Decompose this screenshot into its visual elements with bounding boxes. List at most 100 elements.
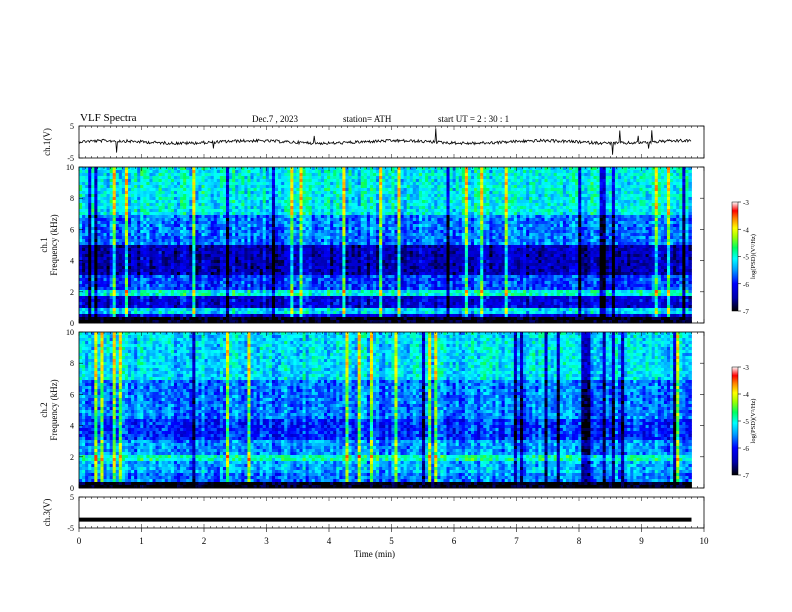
spectrogram-cell — [404, 185, 407, 188]
spectrogram-cell — [447, 185, 450, 188]
spectrogram-cell — [113, 176, 116, 179]
spectrogram-cell — [514, 176, 517, 179]
spectrogram-cell — [333, 182, 336, 185]
spectrogram-cell — [443, 170, 446, 173]
spectrogram-cell — [425, 173, 428, 176]
spectrogram-cell — [401, 194, 404, 197]
spectrogram-cell — [263, 179, 266, 182]
spectrogram-cell — [153, 191, 156, 194]
spectrogram-cell — [655, 191, 658, 194]
spectrogram-cell — [364, 167, 367, 170]
spectrogram-cell — [520, 176, 523, 179]
spectrogram-cell — [94, 167, 97, 170]
spectrogram-cell — [483, 179, 486, 182]
spectrogram-cell — [440, 170, 443, 173]
spectrogram-cell — [195, 170, 198, 173]
spectrogram-cell — [523, 176, 526, 179]
spectrogram-cell — [615, 176, 618, 179]
spectrogram-cell — [352, 191, 355, 194]
spectrogram-cell — [79, 179, 82, 182]
spectrogram-cell — [143, 179, 146, 182]
spectrogram-cell — [287, 176, 290, 179]
spectrogram-cell — [330, 188, 333, 191]
spectrogram-cell — [275, 179, 278, 182]
spectrogram-cell — [413, 176, 416, 179]
spectrogram-cell — [584, 179, 587, 182]
spectrogram-cell — [618, 170, 621, 173]
spectrogram-cell — [560, 182, 563, 185]
spectrogram-cell — [223, 188, 226, 191]
spectrogram-cell — [321, 191, 324, 194]
spectrogram-cell — [391, 170, 394, 173]
spectrogram-cell — [450, 185, 453, 188]
spectrogram-cell — [229, 167, 232, 170]
spectrogram-cell — [312, 179, 315, 182]
spectrogram-cell — [361, 170, 364, 173]
spectrogram-cell — [349, 173, 352, 176]
spectrogram-cell — [462, 188, 465, 191]
spectrogram-cell — [309, 173, 312, 176]
spectrogram-cell — [606, 179, 609, 182]
spectrogram-cell — [174, 173, 177, 176]
spectrogram-cell — [330, 173, 333, 176]
spectrogram-cell — [174, 194, 177, 197]
spectrogram-cell — [177, 179, 180, 182]
spectrogram-cell — [621, 194, 624, 197]
spectrogram-cell — [257, 185, 260, 188]
spectrogram-cell — [300, 173, 303, 176]
spectrogram-cell — [575, 182, 578, 185]
spectrogram-cell — [94, 185, 97, 188]
spectrogram-cell — [156, 194, 159, 197]
spectrogram-cell — [612, 167, 615, 170]
spectrogram-cell — [492, 185, 495, 188]
spectrogram-cell — [379, 188, 382, 191]
spectrogram-cell — [603, 179, 606, 182]
spectrogram-cell — [401, 182, 404, 185]
spectrogram-cell — [624, 170, 627, 173]
spectrogram-cell — [520, 185, 523, 188]
spectrogram-cell — [306, 191, 309, 194]
spectrogram-cell — [416, 188, 419, 191]
spectrogram-cell — [471, 185, 474, 188]
spectrogram-cell — [321, 179, 324, 182]
spectrogram-cell — [100, 185, 103, 188]
spectrogram-cell — [189, 176, 192, 179]
spectrogram-cell — [318, 191, 321, 194]
spectrogram-cell — [581, 191, 584, 194]
spectrogram-cell — [260, 176, 263, 179]
spectrogram-cell — [300, 194, 303, 197]
spectrogram-cell — [364, 188, 367, 191]
spectrogram-cell — [434, 179, 437, 182]
spectrogram-cell — [673, 173, 676, 176]
spectrogram-cell — [373, 176, 376, 179]
spectrogram-cell — [107, 167, 110, 170]
spectrogram-cell — [621, 170, 624, 173]
spectrogram-cell — [437, 182, 440, 185]
spectrogram-cell — [379, 191, 382, 194]
spectrogram-cell — [606, 173, 609, 176]
spectrogram-cell — [477, 188, 480, 191]
spectrogram-cell — [125, 185, 128, 188]
spectrogram-cell — [545, 185, 548, 188]
spectrogram-cell — [474, 176, 477, 179]
spectrogram-cell — [563, 170, 566, 173]
spectrogram-cell — [91, 167, 94, 170]
spectrogram-cell — [508, 176, 511, 179]
spectrogram-cell — [125, 173, 128, 176]
spectrogram-cell — [587, 188, 590, 191]
spectrogram-cell — [404, 170, 407, 173]
spectrogram-cell — [456, 179, 459, 182]
spectrogram-cell — [342, 194, 345, 197]
spectrogram-cell — [257, 176, 260, 179]
spectrogram-cell — [275, 191, 278, 194]
spectrogram-cell — [358, 176, 361, 179]
spectrogram-cell — [324, 167, 327, 170]
spectrogram-cell — [661, 182, 664, 185]
spectrogram-cell — [88, 185, 91, 188]
spectrogram-cell — [281, 185, 284, 188]
spectrogram-cell — [223, 194, 226, 197]
spectrogram-cell — [508, 188, 511, 191]
spectrogram-cell — [447, 188, 450, 191]
spectrogram-cell — [97, 194, 100, 197]
spectrogram-cell — [471, 191, 474, 194]
